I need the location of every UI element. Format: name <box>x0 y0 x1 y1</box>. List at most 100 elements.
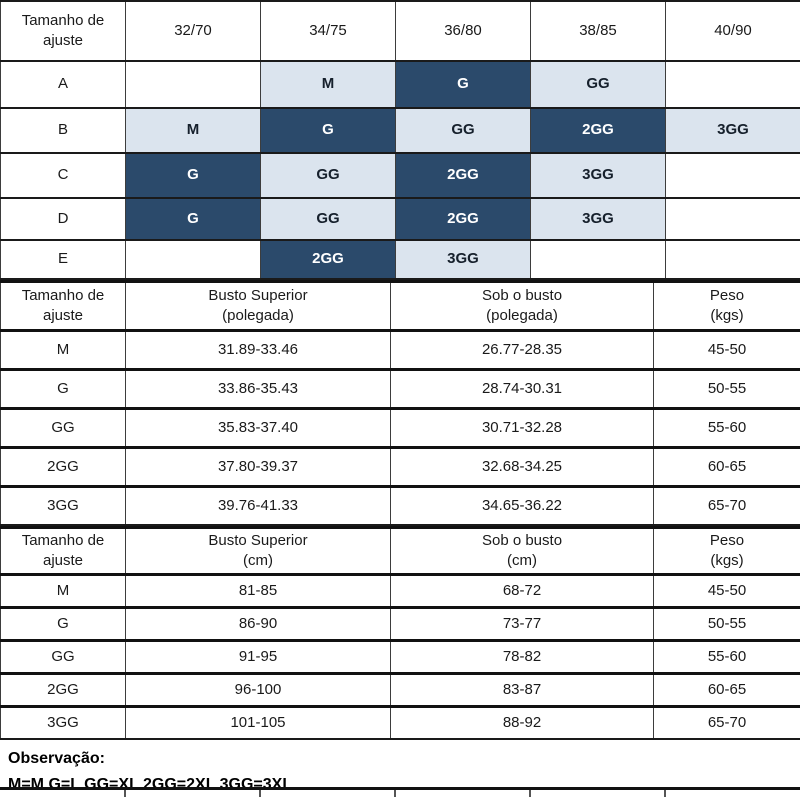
matrix-cell: 2GG <box>530 107 666 154</box>
weight-column-header: Peso (kgs) <box>653 526 800 576</box>
cm-row: M 81-85 68-72 45-50 <box>0 573 800 609</box>
table-gridline-stub <box>394 790 396 797</box>
matrix-cell: G <box>125 152 261 199</box>
weight-column-header: Peso (kgs) <box>653 280 800 332</box>
size-label: 2GG <box>0 446 126 488</box>
bust-range: 96-100 <box>125 672 391 708</box>
underbust-range: 78-82 <box>390 639 654 675</box>
matrix-cell <box>530 239 666 280</box>
underbust-range: 68-72 <box>390 573 654 609</box>
matrix-cell <box>665 60 800 109</box>
bust-range: 31.89-33.46 <box>125 329 391 371</box>
cup-label: E <box>0 239 126 280</box>
inches-header-row: Tamanho de ajuste Busto Superior (polega… <box>0 280 800 332</box>
band-column-header: 34/75 <box>260 0 396 62</box>
inches-row: 2GG 37.80-39.37 32.68-34.25 60-65 <box>0 446 800 488</box>
weight-range: 55-60 <box>653 407 800 449</box>
matrix-cell: 3GG <box>395 239 531 280</box>
size-label: M <box>0 329 126 371</box>
table-gridline-stub <box>664 790 666 797</box>
band-column-header: 40/90 <box>665 0 800 62</box>
size-label: 2GG <box>0 672 126 708</box>
size-column-header: Tamanho de ajuste <box>0 526 126 576</box>
matrix-cell: G <box>395 60 531 109</box>
matrix-cell: GG <box>260 152 396 199</box>
cm-row: 2GG 96-100 83-87 60-65 <box>0 672 800 708</box>
inches-row: 3GG 39.76-41.33 34.65-36.22 65-70 <box>0 485 800 526</box>
bust-range: 86-90 <box>125 606 391 642</box>
weight-range: 45-50 <box>653 329 800 371</box>
cm-header-row: Tamanho de ajuste Busto Superior (cm) So… <box>0 526 800 576</box>
size-label: G <box>0 606 126 642</box>
cm-row: G 86-90 73-77 50-55 <box>0 606 800 642</box>
size-column-header: Tamanho de ajuste <box>0 280 126 332</box>
matrix-header-row: Tamanho de ajuste 32/70 34/75 36/80 38/8… <box>0 0 800 62</box>
table-gridline-stub <box>124 790 126 797</box>
bust-range: 39.76-41.33 <box>125 485 391 526</box>
matrix-cell: G <box>260 107 396 154</box>
matrix-cell: 2GG <box>395 197 531 241</box>
cup-label: B <box>0 107 126 154</box>
matrix-cell <box>125 239 261 280</box>
bust-range: 101-105 <box>125 705 391 740</box>
size-label: GG <box>0 407 126 449</box>
size-label: 3GG <box>0 485 126 526</box>
weight-range: 50-55 <box>653 606 800 642</box>
cropped-next-table-edge <box>0 787 800 800</box>
size-matrix-table: Tamanho de ajuste 32/70 34/75 36/80 38/8… <box>0 0 800 280</box>
cup-label: A <box>0 60 126 109</box>
matrix-corner-label: Tamanho de ajuste <box>0 0 126 62</box>
underbust-range: 34.65-36.22 <box>390 485 654 526</box>
band-column-header: 36/80 <box>395 0 531 62</box>
matrix-row-b: B M G GG 2GG 3GG <box>0 107 800 154</box>
matrix-row-e: E 2GG 3GG <box>0 239 800 280</box>
underbust-column-header: Sob o busto (polegada) <box>390 280 654 332</box>
bust-range: 81-85 <box>125 573 391 609</box>
matrix-row-d: D G GG 2GG 3GG <box>0 197 800 241</box>
table-gridline-stub <box>529 790 531 797</box>
matrix-cell: GG <box>260 197 396 241</box>
matrix-row-c: C G GG 2GG 3GG <box>0 152 800 199</box>
cm-row: 3GG 101-105 88-92 65-70 <box>0 705 800 740</box>
weight-range: 50-55 <box>653 368 800 410</box>
inches-row: G 33.86-35.43 28.74-30.31 50-55 <box>0 368 800 410</box>
underbust-range: 88-92 <box>390 705 654 740</box>
notes-title: Observação: <box>8 750 105 767</box>
matrix-cell <box>665 152 800 199</box>
size-label: G <box>0 368 126 410</box>
band-column-header: 32/70 <box>125 0 261 62</box>
matrix-cell: G <box>125 197 261 241</box>
matrix-cell <box>665 197 800 241</box>
matrix-cell: 3GG <box>530 152 666 199</box>
inches-row: GG 35.83-37.40 30.71-32.28 55-60 <box>0 407 800 449</box>
cm-measurement-table: Tamanho de ajuste Busto Superior (cm) So… <box>0 526 800 740</box>
underbust-range: 73-77 <box>390 606 654 642</box>
size-label: 3GG <box>0 705 126 740</box>
size-label: M <box>0 573 126 609</box>
band-column-header: 38/85 <box>530 0 666 62</box>
size-label: GG <box>0 639 126 675</box>
cup-label: C <box>0 152 126 199</box>
underbust-column-header: Sob o busto (cm) <box>390 526 654 576</box>
matrix-cell: M <box>125 107 261 154</box>
bust-range: 35.83-37.40 <box>125 407 391 449</box>
matrix-cell: 2GG <box>395 152 531 199</box>
bust-column-header: Busto Superior (polegada) <box>125 280 391 332</box>
matrix-cell: M <box>260 60 396 109</box>
underbust-range: 30.71-32.28 <box>390 407 654 449</box>
weight-range: 55-60 <box>653 639 800 675</box>
cup-label: D <box>0 197 126 241</box>
underbust-range: 28.74-30.31 <box>390 368 654 410</box>
table-gridline-stub <box>259 790 261 797</box>
matrix-cell <box>125 60 261 109</box>
matrix-row-a: A M G GG <box>0 60 800 109</box>
matrix-cell: 3GG <box>530 197 666 241</box>
matrix-cell <box>665 239 800 280</box>
inches-row: M 31.89-33.46 26.77-28.35 45-50 <box>0 329 800 371</box>
weight-range: 65-70 <box>653 485 800 526</box>
weight-range: 45-50 <box>653 573 800 609</box>
matrix-cell: 3GG <box>665 107 800 154</box>
inches-measurement-table: Tamanho de ajuste Busto Superior (polega… <box>0 280 800 526</box>
weight-range: 60-65 <box>653 672 800 708</box>
